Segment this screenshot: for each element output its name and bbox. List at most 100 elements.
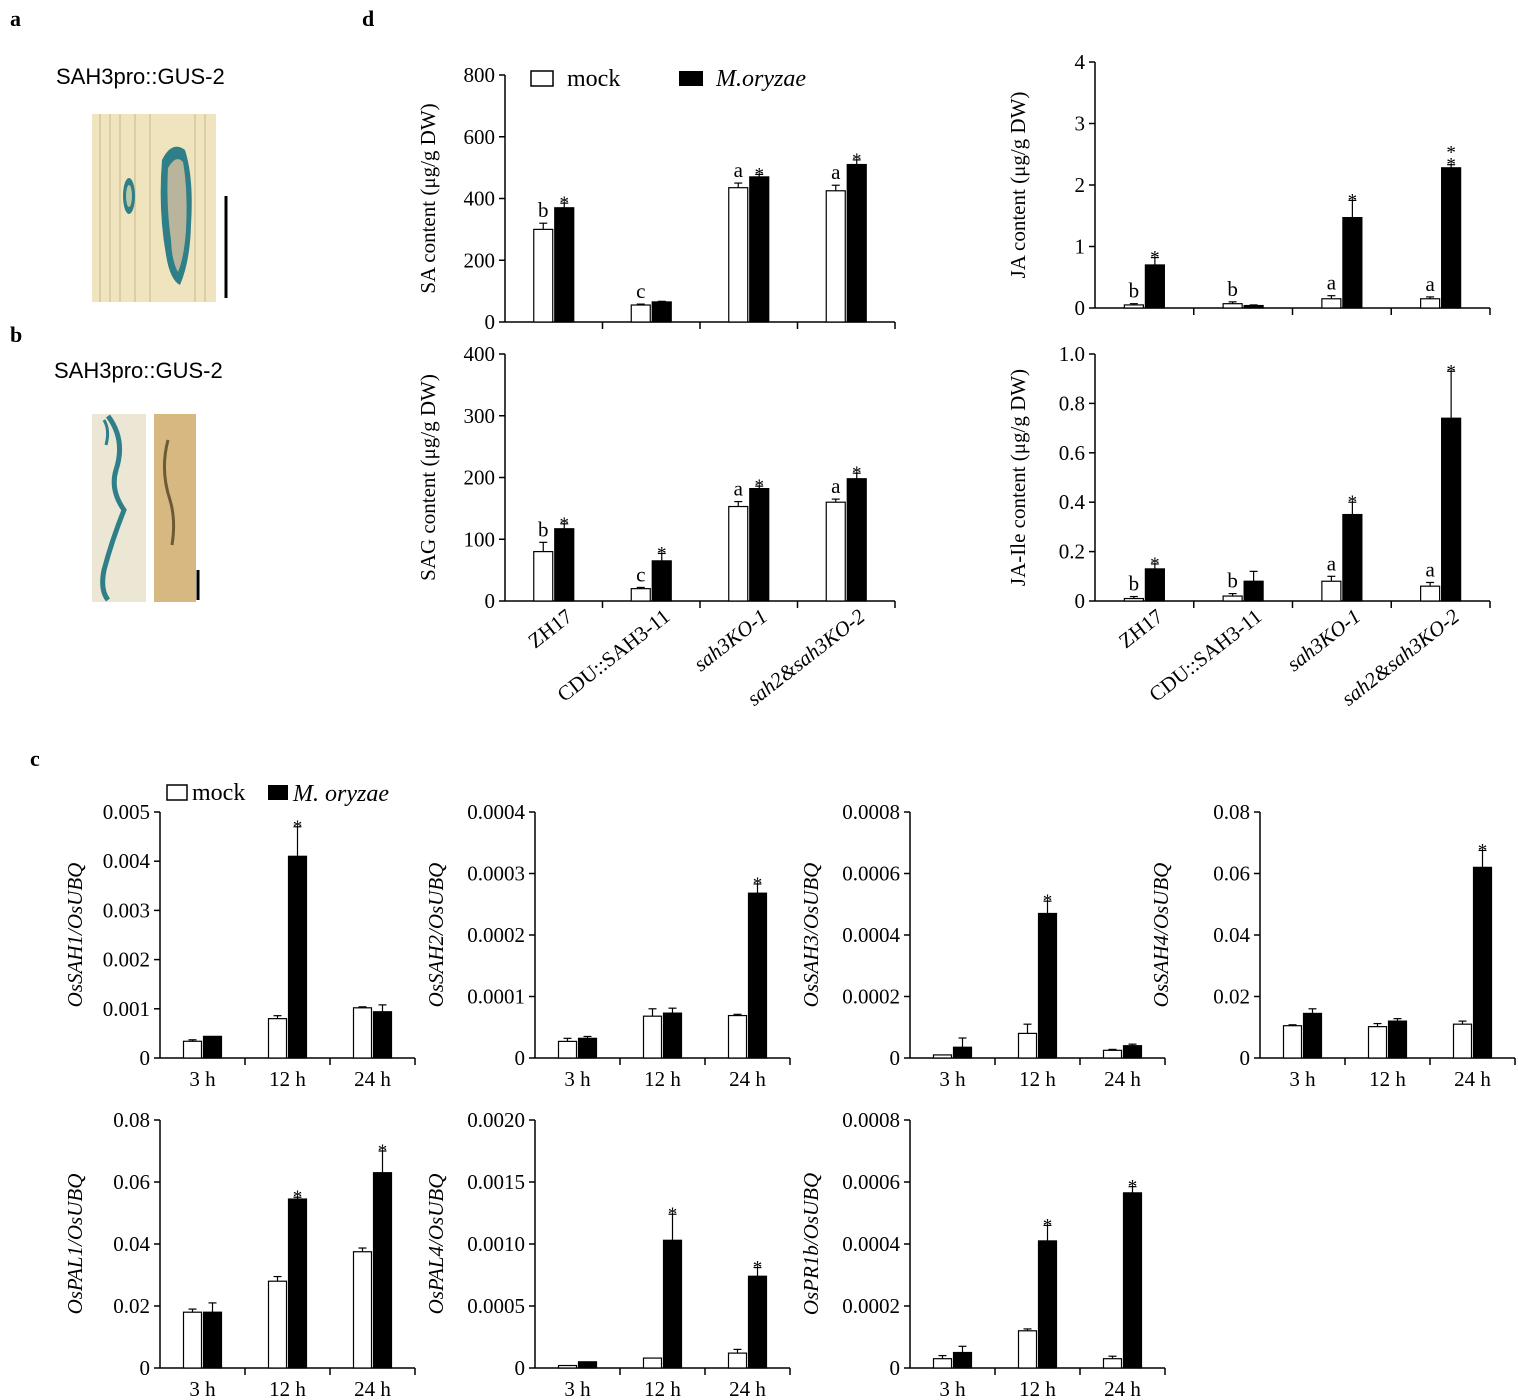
y-tick-label: 0: [890, 1046, 901, 1070]
bar-treated: [554, 207, 575, 323]
y-tick-label: 0.0002: [842, 985, 900, 1009]
significance-letter: b: [1129, 279, 1140, 303]
image-a-title: SAH3pro::GUS-2: [56, 64, 225, 89]
bar-mock: [728, 505, 749, 602]
bar-treated: [1122, 1192, 1143, 1369]
bar-mock: [352, 1251, 373, 1369]
significance-letter: b: [538, 517, 549, 541]
legend-d: mock M.oryzae: [530, 66, 806, 92]
y-tick-label: 600: [464, 125, 496, 149]
y-tick-label: 1: [1075, 235, 1086, 259]
bar-treated: [1342, 513, 1363, 602]
y-tick-label: 0: [515, 1046, 526, 1070]
legend-c-mock-label: mock: [192, 780, 245, 806]
y-tick-label: 0: [1075, 296, 1086, 320]
bar-mock: [1017, 1032, 1038, 1059]
legend-d-mock-swatch: [530, 70, 554, 87]
y-tick-label: 0.005: [103, 800, 150, 824]
ospal4-chart: 0 0.0005 0.0010 0.0015 0.0020 OsPAL4/OsUBQ 3 h…: [424, 1108, 791, 1400]
bar-treated: [1302, 1012, 1323, 1059]
significance-letter: a: [1327, 271, 1337, 295]
bar-treated: [202, 1311, 223, 1369]
y-axis-title: SA content (μg/g DW): [416, 103, 440, 293]
significance-star: *: [293, 817, 303, 838]
legend-d-treated-label: M.oryzae: [715, 66, 806, 92]
x-category-label: 24 h: [729, 1067, 766, 1091]
significance-star: *: [293, 1187, 303, 1208]
image-b-title: SAH3pro::GUS-2: [54, 358, 223, 383]
significance-letter: a: [734, 158, 744, 182]
bar-mock: [1321, 298, 1342, 309]
y-tick-label: 0.6: [1059, 441, 1085, 465]
legend-c-mock-swatch: [166, 784, 188, 801]
bar-treated: [287, 1198, 308, 1369]
bar-treated: [747, 892, 768, 1059]
x-category-label: 3 h: [939, 1377, 966, 1400]
y-axis-title: OsPAL1/OsUBQ: [63, 1174, 87, 1315]
significance-star: *: [378, 1141, 388, 1162]
x-category-label: 3 h: [564, 1067, 591, 1091]
y-tick-label: 0.0008: [842, 1108, 900, 1132]
bar-mock: [557, 1364, 578, 1369]
significance-star: *: [1150, 554, 1160, 575]
significance-star: *: [753, 1258, 763, 1279]
y-axis-title: JA content (μg/g DW): [1006, 92, 1030, 279]
x-category-label: 12 h: [1019, 1377, 1056, 1400]
bar-mock: [728, 187, 749, 323]
legend-c-treated-swatch: [268, 785, 288, 800]
bar-treated: [372, 1172, 393, 1369]
sa-content-chart: 0 200 400 600 800 SA content (μg/g DW) b * c a * a *: [416, 63, 896, 334]
bar-mock: [267, 1280, 288, 1369]
bar-treated: [1441, 167, 1462, 309]
legend-d-mock-label: mock: [567, 66, 620, 92]
legend-c-treated-label: M. oryzae: [292, 781, 389, 807]
bar-mock: [642, 1015, 663, 1059]
bar-treated: [1243, 304, 1264, 309]
significance-star: *: [657, 543, 667, 564]
bar-treated: [1472, 866, 1493, 1059]
x-category-label: ZH17: [1114, 604, 1167, 653]
bar-mock: [932, 1358, 953, 1369]
bar-mock: [825, 501, 846, 602]
x-category-label: 24 h: [1104, 1067, 1141, 1091]
x-category-label: 12 h: [269, 1067, 306, 1091]
x-category-label: 24 h: [1104, 1377, 1141, 1400]
significance-star: *: [560, 514, 570, 535]
significance-star: *: [1128, 1177, 1138, 1198]
bar-treated: [1441, 417, 1462, 602]
y-tick-label: 0.04: [1213, 923, 1250, 947]
bar-treated: [846, 478, 867, 602]
bar-mock: [825, 190, 846, 323]
x-category-label: 12 h: [644, 1377, 681, 1400]
y-tick-label: 0.003: [103, 898, 150, 922]
bar-treated: [952, 1351, 973, 1369]
x-category-label: 3 h: [564, 1377, 591, 1400]
y-tick-label: 200: [464, 248, 496, 272]
x-category-label: 24 h: [1454, 1067, 1491, 1091]
significance-star: *: [1446, 361, 1456, 382]
significance-star: *: [1348, 492, 1358, 513]
x-category-label: 24 h: [729, 1377, 766, 1400]
bar-treated: [1144, 264, 1165, 309]
bar-treated: [1122, 1045, 1143, 1059]
y-tick-label: 0: [140, 1356, 151, 1380]
bar-treated: [577, 1361, 598, 1369]
ossah1-chart: 0 0.001 0.002 0.003 0.004 0.005 OsSAH1/OsUBQ 3 …: [63, 800, 416, 1091]
significance-star: *: [852, 150, 862, 171]
significance-letter: b: [1227, 569, 1238, 593]
y-tick-label: 0.0004: [467, 800, 525, 824]
y-tick-label: 0.0003: [467, 862, 525, 886]
y-tick-label: 0.0010: [467, 1232, 525, 1256]
bar-treated: [372, 1011, 393, 1059]
ospal1-chart: 0 0.02 0.04 0.06 0.08 OsPAL1/OsUBQ 3 h * 12 h * 24…: [63, 1108, 416, 1400]
ja-ile-content-chart: 0 0.2 0.4 0.6 0.8 1.0 JA-Ile content (μg/g DW)…: [1006, 342, 1491, 711]
bar-treated: [749, 176, 770, 323]
y-axis-title: OsSAH2/OsUBQ: [424, 863, 448, 1008]
significance-letter: a: [734, 477, 744, 501]
bar-treated: [1037, 1240, 1058, 1369]
significance-letter: c: [636, 279, 645, 303]
bar-treated: [749, 488, 770, 602]
y-tick-label: 0.06: [1213, 862, 1250, 886]
significance-star: *: [668, 1204, 678, 1225]
y-axis-title: OsPR1b/OsUBQ: [799, 1173, 823, 1315]
